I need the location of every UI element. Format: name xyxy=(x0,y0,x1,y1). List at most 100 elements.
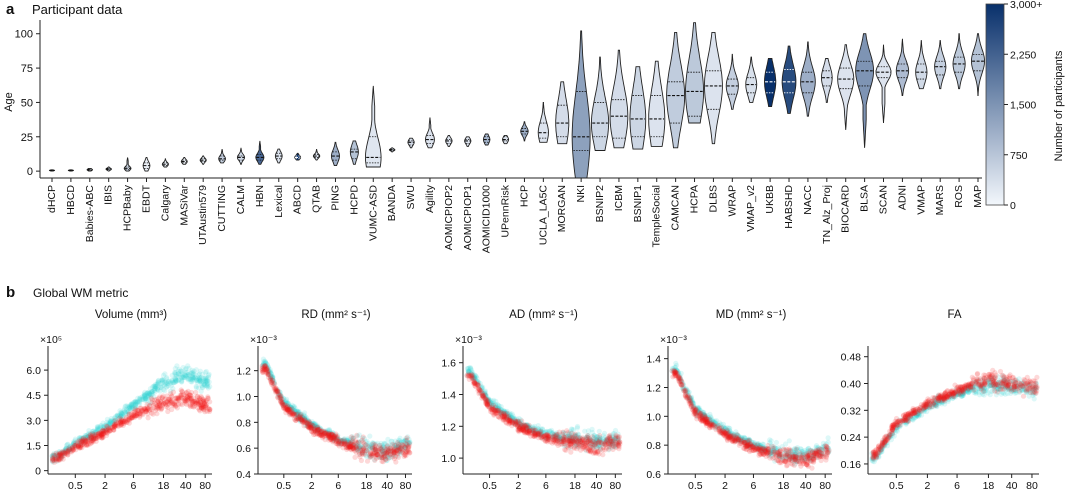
violin-vumc-asd xyxy=(365,85,382,168)
scatter-y-tick-label: 1.4 xyxy=(441,390,456,402)
scatter-x-tick-label: 40 xyxy=(800,480,812,492)
scatter-title: RD (mm² s⁻¹) xyxy=(301,309,370,321)
scatter-point xyxy=(148,389,155,395)
scatter-point xyxy=(68,443,74,449)
scatter-point xyxy=(180,364,186,371)
scatter-point xyxy=(126,417,132,423)
scatter-point xyxy=(172,366,178,372)
scatter-point xyxy=(185,375,191,381)
scatter-point xyxy=(160,386,166,393)
scatter-point xyxy=(142,389,148,395)
scatter-point xyxy=(687,398,694,404)
scatter-point xyxy=(55,453,61,459)
scatter-point xyxy=(141,393,147,399)
scatter-point xyxy=(59,449,65,456)
scatter-point xyxy=(141,391,147,397)
scatter-point xyxy=(102,430,108,436)
scatter-point xyxy=(85,434,91,440)
scatter-point xyxy=(82,438,88,444)
scatter-point xyxy=(202,382,208,388)
scatter-point xyxy=(84,432,90,438)
scatter-point xyxy=(155,403,161,409)
scatter-point xyxy=(178,394,184,400)
scatter-point xyxy=(204,378,210,384)
scatter-point xyxy=(109,425,115,431)
scatter-point xyxy=(82,437,88,443)
scatter-point xyxy=(192,372,198,378)
scatter-point xyxy=(172,399,178,405)
scatter-point xyxy=(190,374,196,381)
scatter-x-tick-label: 0.5 xyxy=(68,480,83,492)
scatter-point xyxy=(98,429,104,435)
scatter-point xyxy=(94,427,100,433)
scatter-point xyxy=(188,404,194,410)
scatter-point xyxy=(127,405,133,411)
violin-hcpbaby xyxy=(123,157,132,172)
violin-x-tick-label: ROS xyxy=(953,185,965,208)
scatter-point xyxy=(147,392,154,398)
scatter-point xyxy=(145,390,152,396)
scatter-title: AD (mm² s⁻¹) xyxy=(509,309,578,321)
scatter-point xyxy=(203,378,209,384)
scatter-point xyxy=(175,395,181,401)
scatter-point xyxy=(78,436,85,442)
scatter-point xyxy=(188,396,194,402)
scatter-point xyxy=(174,394,180,401)
scatter-point xyxy=(161,377,167,383)
scatter-point xyxy=(76,435,82,441)
scatter-y-tick-label: 1.6 xyxy=(441,358,456,370)
scatter-point xyxy=(777,449,783,455)
scatter-point xyxy=(359,437,365,443)
scatter-point xyxy=(172,376,178,382)
scatter-point xyxy=(151,387,157,394)
scatter-point xyxy=(105,424,111,430)
scatter-point xyxy=(157,388,163,394)
scatter-point xyxy=(96,426,102,432)
scatter-point xyxy=(183,401,190,407)
violin-x-tick-label: NKI xyxy=(575,185,587,203)
scatter-point xyxy=(116,413,122,419)
scatter-point xyxy=(177,368,183,374)
scatter-point xyxy=(766,446,772,452)
scatter-point xyxy=(589,426,595,432)
scatter-point xyxy=(72,436,78,442)
scatter-point xyxy=(197,377,203,383)
scatter-point xyxy=(142,395,148,401)
scatter-point xyxy=(703,416,710,422)
scatter-point xyxy=(128,405,134,412)
scatter-point xyxy=(131,401,137,407)
scatter-point xyxy=(166,378,172,385)
scatter-point xyxy=(151,383,157,389)
scatter-multiplier: ×10⁻³ xyxy=(250,334,277,346)
scatter-point xyxy=(201,399,207,405)
scatter-point xyxy=(146,389,152,395)
scatter-point xyxy=(588,440,595,446)
scatter-point xyxy=(69,445,76,451)
scatter-point xyxy=(290,411,296,417)
scatter-point xyxy=(156,377,162,383)
scatter-point xyxy=(54,456,61,462)
scatter-point xyxy=(152,386,158,392)
scatter-point xyxy=(132,403,138,409)
scatter-point xyxy=(206,372,212,379)
scatter-point xyxy=(313,426,319,432)
scatter-point xyxy=(79,439,85,446)
scatter-x-tick-label: 18 xyxy=(569,480,581,492)
scatter-point xyxy=(263,370,269,376)
scatter-point xyxy=(596,439,602,445)
scatter-y-tick-label: 0.8 xyxy=(646,440,661,452)
scatter-point xyxy=(311,431,317,438)
scatter-point xyxy=(54,458,60,464)
scatter-point xyxy=(770,455,776,461)
violin-biocard xyxy=(837,44,855,130)
scatter-point xyxy=(152,383,158,389)
scatter-point xyxy=(101,425,107,431)
scatter-point xyxy=(278,393,284,399)
scatter-point xyxy=(192,375,198,381)
violin-x-tick-label: CALM xyxy=(235,185,247,214)
scatter-y-tick-label: 0.4 xyxy=(236,469,251,481)
scatter-point xyxy=(52,456,59,462)
scatter-x-tick-label: 40 xyxy=(1006,480,1018,492)
scatter-point xyxy=(63,445,69,451)
scatter-point xyxy=(178,392,184,398)
